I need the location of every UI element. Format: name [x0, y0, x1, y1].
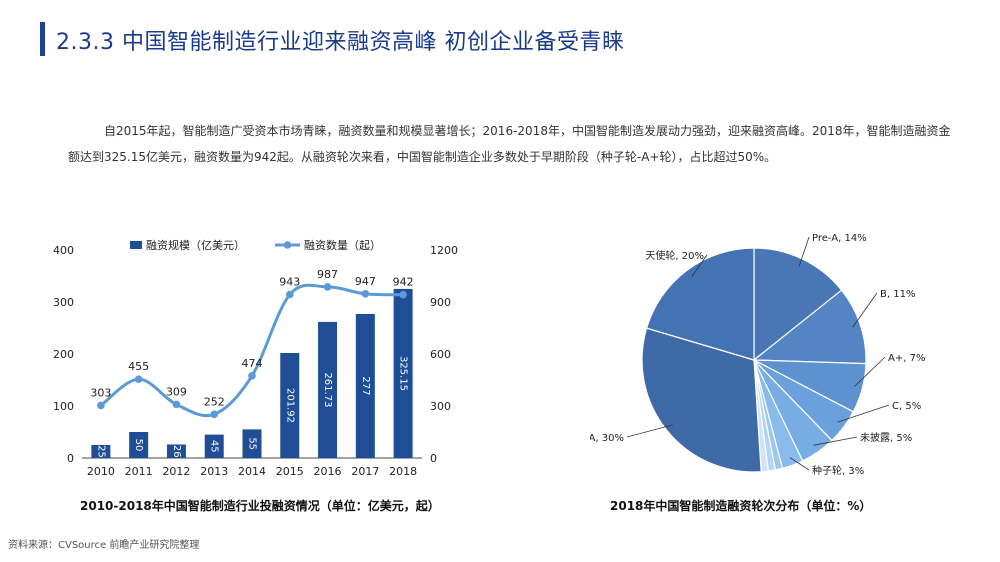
right-chart-caption: 2018年中国智能制造融资轮次分布（单位：%） — [610, 499, 872, 513]
x-tick-label: 2018 — [389, 465, 417, 478]
deal-count-point — [285, 290, 294, 299]
deal-count-label: 947 — [355, 275, 376, 288]
pie-slice-label: 天使轮, 20% — [645, 249, 704, 262]
y2-tick-label: 600 — [430, 348, 451, 361]
deal-count-point — [97, 401, 105, 410]
pie-leader-line — [854, 356, 886, 387]
bar-2013 — [204, 434, 224, 458]
pie-slice-A — [641, 327, 762, 473]
y-tick-label: 100 — [53, 400, 74, 413]
deal-count-label: 987 — [317, 268, 338, 281]
deal-count-point — [172, 400, 181, 409]
x-tick-label: 2012 — [162, 465, 190, 478]
bar-2014 — [242, 429, 262, 458]
x-tick-label: 2013 — [200, 465, 228, 478]
pie-slice-B — [752, 289, 867, 365]
bar-2012 — [166, 444, 186, 458]
bar-value-label: 201.92 — [284, 388, 295, 423]
bar-value-label: 55 — [247, 437, 258, 450]
deal-count-label: 252 — [204, 395, 225, 408]
deal-count-point — [399, 290, 407, 299]
y2-tick-label: 900 — [430, 296, 451, 309]
bar-value-label: 50 — [133, 439, 144, 452]
x-tick-label: 2017 — [351, 465, 379, 478]
deal-count-label: 474 — [242, 357, 263, 370]
x-tick-label: 2010 — [87, 465, 115, 478]
pie-slice-Pre-A — [753, 247, 843, 362]
source-note: 资料来源：CVSource 前瞻产业研究院整理 — [8, 540, 200, 551]
bar-value-label: 25 — [95, 445, 106, 458]
x-tick-label: 2014 — [238, 465, 266, 478]
pie-leader-line — [691, 254, 708, 277]
legend-bar-label: 融资规模（亿美元） — [146, 238, 245, 252]
deal-count-label: 309 — [166, 385, 187, 398]
deal-count-label: 943 — [279, 276, 300, 289]
deal-count-label: 455 — [128, 360, 149, 373]
pie-leader-line — [852, 292, 878, 328]
title-accent-bar — [40, 22, 45, 56]
pie-slice-天使轮 — [645, 247, 755, 361]
bar-value-label: 26 — [171, 445, 182, 458]
deal-count-label: 942 — [393, 276, 414, 289]
pie-slice-label: 未披露, 5% — [860, 431, 912, 444]
bar-value-label: 261.73 — [322, 372, 333, 407]
y-tick-label: 300 — [53, 296, 74, 309]
y-tick-label: 0 — [67, 452, 74, 465]
pie-leader-line — [837, 404, 890, 423]
legend-bar-swatch — [130, 241, 142, 249]
bar-2015 — [280, 353, 300, 458]
pie-slice-label: A+, 7% — [888, 353, 925, 364]
pie-slice-label: 种子轮, 3% — [812, 464, 864, 477]
y2-tick-label: 1200 — [430, 244, 458, 257]
pie-leader-line — [798, 236, 810, 267]
deal-count-point — [323, 283, 332, 291]
bar-value-label: 277 — [360, 376, 371, 395]
pie-leader-line — [626, 424, 673, 438]
pie-slice-label: A, 30% — [590, 433, 624, 444]
page-title: 2.3.3 中国智能制造行业迎来融资高峰 初创企业备受青睐 — [56, 30, 625, 55]
deal-count-label: 303 — [90, 386, 111, 399]
pie-slice-label: Pre-A, 14% — [812, 233, 867, 244]
x-tick-label: 2015 — [276, 465, 304, 478]
pie-chart: Pre-A, 14% B, 11% A+, 7% C, 5% 未披露, 5% 种子轮, 3… — [590, 233, 925, 477]
pie-leader-line — [813, 436, 858, 446]
bar-value-label: 325.15 — [398, 356, 409, 391]
left-chart-caption: 2010-2018年中国智能制造行业投融资情况（单位：亿美元，起） — [80, 499, 440, 513]
pie-leader-line — [789, 457, 810, 471]
bar-2010 — [91, 445, 111, 458]
legend-line-label: 融资数量（起） — [304, 239, 381, 252]
deal-count-point — [210, 410, 219, 419]
combo-chart: 0 100 200 300 400 0 300 600 900 1200 25 2010 50 2011 2… — [53, 238, 458, 478]
legend-line-marker — [283, 241, 292, 249]
deal-count-point — [248, 372, 256, 380]
pie-slice-label: C, 5% — [892, 401, 921, 412]
x-tick-label: 2011 — [125, 465, 153, 478]
x-tick-label: 2016 — [314, 465, 342, 478]
bar-2011 — [129, 432, 149, 458]
bar-2018 — [393, 288, 413, 458]
y2-tick-label: 0 — [430, 452, 437, 465]
y2-tick-label: 300 — [430, 400, 451, 413]
y-tick-label: 400 — [53, 244, 74, 257]
bar-value-label: 45 — [209, 440, 220, 453]
bar-2017 — [355, 313, 375, 458]
intro-paragraph: 自2015年起，智能制造广受资本市场青睐，融资数量和规模显著增长；2016-20… — [68, 124, 951, 164]
y-tick-label: 200 — [53, 348, 74, 361]
pie-slice-label: B, 11% — [880, 289, 915, 300]
deal-count-point — [134, 375, 143, 383]
deal-count-point — [361, 290, 370, 298]
bar-2016 — [318, 321, 338, 458]
